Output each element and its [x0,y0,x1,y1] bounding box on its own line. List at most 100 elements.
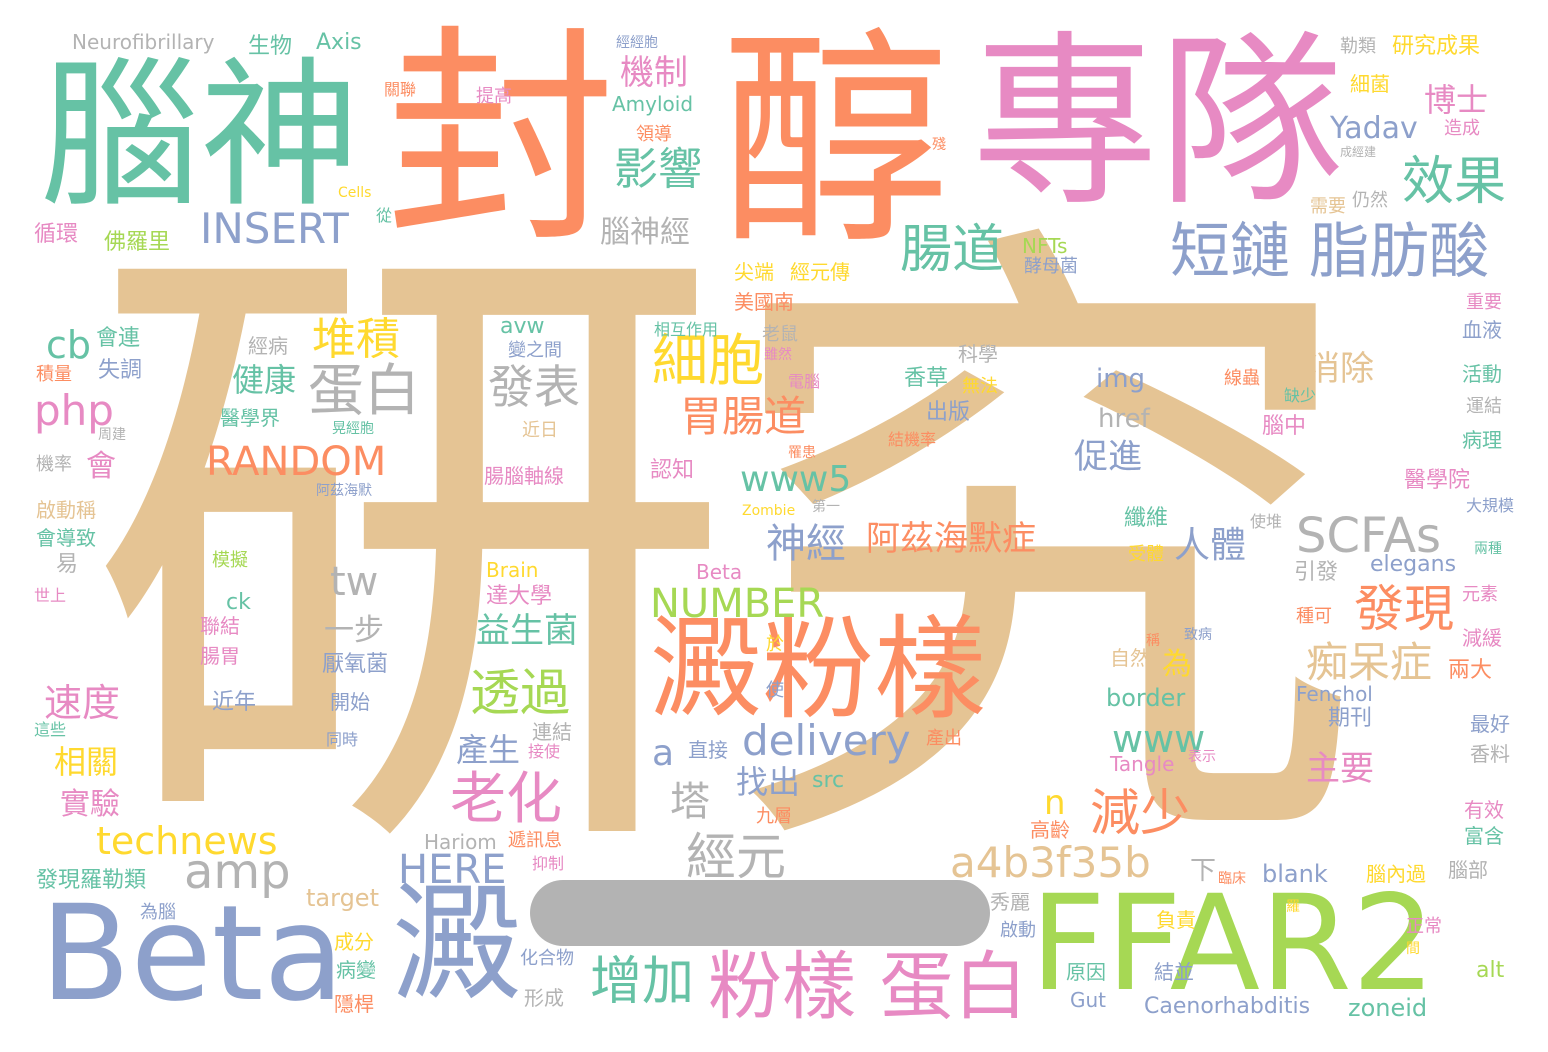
word-rengran: 仍然 [1352,190,1388,211]
word-xiuli: 秀麗 [990,890,1030,914]
word-dian: 澱 [392,869,523,1021]
word-changnaozhouxian: 腸腦軸線 [484,464,564,488]
word-naozhong: 腦中 [1262,414,1307,439]
word-yanjiu: 研究 [85,177,1365,933]
word-foluoli: 佛羅里 [104,230,171,255]
word-dixunxi: 遞訊息 [508,830,562,851]
word-alt: alt [1476,958,1505,983]
word-shidui: 使堆 [1250,512,1283,531]
word-ck: ck [226,590,251,615]
word-yizhi: 抑制 [532,854,565,873]
word-shitiao: 失調 [98,358,143,383]
word-wei: 為 [1162,647,1192,682]
word-xiaochu: 消除 [1306,349,1374,389]
word-zengjia: 增加 [590,952,695,1012]
word-target: target [306,884,379,912]
word-zhongyao: 重要 [1466,292,1502,313]
word-yunjie: 運結 [1466,396,1502,417]
word-zhoujian: 周建 [98,427,126,443]
word-chuban: 出版 [926,400,971,425]
word-meiguonan: 美國南 [734,290,794,314]
word-number: NUMBER [650,581,825,627]
word-chengjingjian: 成經建 [1340,145,1377,159]
word-xuyao: 需要 [1310,196,1346,217]
word-caenorhabditis: Caenorhabditis [1144,994,1311,1019]
word-huilian: 會連 [96,326,141,351]
word-changwei: 腸胃 [200,644,240,668]
word-xianwei: 纖維 [1124,506,1169,531]
word-dianfenyang: 澱粉樣 [650,605,986,735]
word-qikan: 期刊 [1328,706,1373,731]
word-fenchol: Fenchol [1296,682,1373,706]
word-liangzhong: 兩種 [1474,541,1502,557]
word-blank: blank [1262,860,1328,888]
word-tangle: Tangle [1110,752,1175,776]
word-yuanyin: 原因 [1066,960,1106,984]
word-chengfen: 成分 [334,930,374,954]
word-lianjie: 聯結 [200,614,240,638]
word-jiaomujun: 酵母菌 [1024,256,1078,277]
word-wufa: 無法 [962,376,998,397]
word-nfts: NFTs [1022,234,1068,258]
word-zhengchang: 正常 [1406,916,1442,937]
word-luo: 羅 [1286,899,1300,915]
word-jiejilv: 結機率 [888,430,937,449]
word-qidongcheng: 啟動稱 [36,498,96,522]
word-shiyan: 實驗 [60,787,120,822]
word-zhuyao: 主要 [1306,749,1374,789]
word-zhongke: 種可 [1296,606,1332,627]
word-suiran: 雖然 [764,347,792,363]
word-sudu: 速度 [44,681,121,725]
word-xiangcao: 香草 [904,366,949,391]
word-yanjiuchengguo: 研究成果 [1392,34,1481,59]
word-ffar2: FFAR2 [1030,867,1436,1021]
word-www5: www5 [740,459,852,500]
word-zaocheng: 造成 [1444,118,1480,139]
word-random: RANDOM [206,439,387,485]
word-chanchu: 產出 [926,728,962,749]
word-diyi: 第一 [812,499,840,515]
word-yingxiang: 影響 [614,144,702,195]
word-xianghuzuoyong: 相互作用 [654,320,719,339]
word-technews: technews [96,819,278,863]
word-jinri: 近日 [522,420,558,441]
word-yanyangjun: 厭氧菌 [322,652,389,677]
word-amp: amp [184,844,291,900]
word-zombie: Zombie [742,503,796,519]
word-php: php [34,386,114,435]
word-xiangguan: 相關 [54,743,119,781]
word-yishengjun: 益生菌 [476,611,578,651]
word-yuansu: 元素 [1462,584,1498,605]
word-cujin: 促進 [1074,437,1142,477]
word-dadaxue: 達大學 [486,584,553,609]
word-avw: avw [500,314,545,339]
word-yixueyuan: 醫學院 [1404,468,1471,493]
word-yu: 於 [766,634,784,655]
word-zuihao: 最好 [1470,712,1510,736]
word-moni: 模擬 [212,550,248,571]
word-a4b3f35b: a4b3f35b [950,838,1151,887]
word-shengwu: 生物 [248,34,293,59]
word-cb: cb [46,323,92,367]
word-xiangliao: 香料 [1470,742,1510,766]
word-bianzhijian: 變之間 [508,340,562,361]
word-cong: 從 [376,206,393,225]
word-can: 殘 [932,137,946,153]
word-queshao: 缺少 [1284,386,1317,405]
word-zhexie: 這些 [34,720,67,739]
word-xunhuan: 循環 [34,222,79,247]
word-boshi: 博士 [1424,81,1489,119]
word-xijun: 細菌 [1350,72,1390,96]
word-jizhi: 機制 [620,53,688,93]
word-xingcheng: 形成 [524,986,564,1010]
word-yinfa: 引發 [1294,560,1339,585]
word-brain: Brain [486,558,539,582]
word-ta: 塔 [670,779,710,825]
word-lingdao: 領導 [636,124,672,145]
word-laohua: 老化 [450,767,562,832]
word-yibu: 一步 [324,613,384,648]
word-insert: INSERT [200,204,349,253]
word-tuandui: 專隊 [972,14,1345,231]
word-tongshi: 同時 [326,730,359,749]
